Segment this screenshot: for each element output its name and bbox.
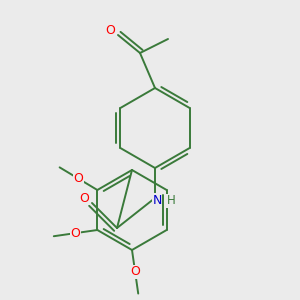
Text: N: N: [152, 194, 162, 206]
Text: O: O: [74, 172, 83, 185]
Text: O: O: [130, 265, 140, 278]
Text: H: H: [167, 194, 176, 208]
Text: O: O: [70, 226, 80, 240]
Text: O: O: [105, 23, 115, 37]
Text: O: O: [79, 191, 89, 205]
